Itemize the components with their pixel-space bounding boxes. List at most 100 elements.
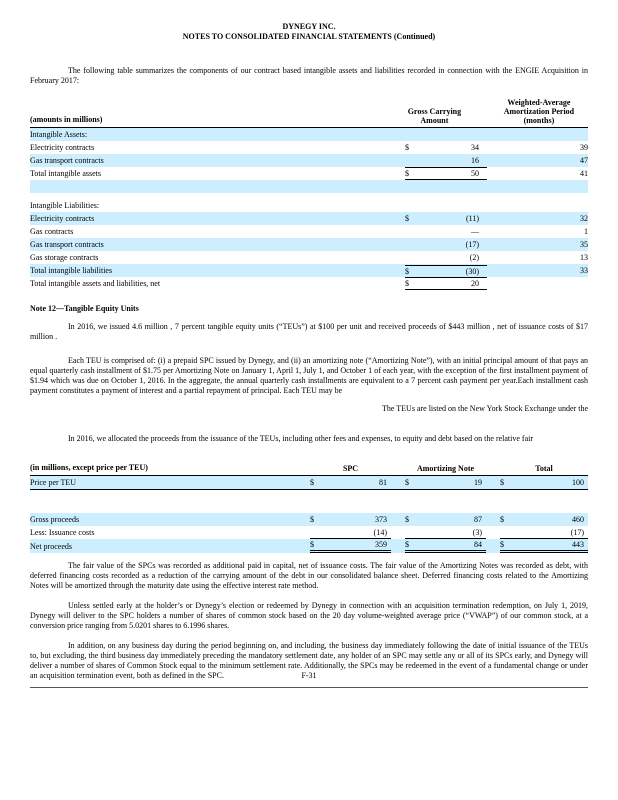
column-header-gross-carrying-amount: Gross Carrying Amount xyxy=(407,107,462,125)
row-label: Less: Issuance costs xyxy=(30,528,95,537)
header-line: Amortization Period xyxy=(503,107,575,116)
company-name: DYNEGY INC. xyxy=(282,22,336,31)
months-value: 1 xyxy=(584,227,588,236)
amount-value: 16 xyxy=(471,156,479,165)
row-label: Gross proceeds xyxy=(30,515,80,524)
dollar-sign: $ xyxy=(405,266,409,276)
row-label: Gas transport contracts xyxy=(30,240,104,249)
table-row-section-liabilities: Intangible Liabilities: xyxy=(30,199,588,212)
months-value: 32 xyxy=(580,214,588,223)
dollar-sign: $ xyxy=(405,279,409,288)
column-header-spc: SPC xyxy=(342,464,359,473)
dollar-sign: $ xyxy=(405,169,409,178)
months-value: 13 xyxy=(580,253,588,262)
row-label: Total intangible assets and liabilities,… xyxy=(30,279,161,288)
dollar-sign: $ xyxy=(405,478,409,487)
amortizing-note-value: 87 xyxy=(474,515,482,524)
dollar-sign: $ xyxy=(500,540,504,549)
months-value: 47 xyxy=(580,156,588,165)
table-row-price-per-teu: Price per TEU $ 81 $ 19 $ 100 xyxy=(30,476,588,490)
months-value: 33 xyxy=(580,266,588,275)
spc-value: 81 xyxy=(379,478,387,487)
amount-value: (30) xyxy=(465,266,479,276)
dollar-sign: $ xyxy=(405,214,409,223)
column-header-label: (in millions, except price per TEU) xyxy=(30,463,148,472)
months-value: 39 xyxy=(580,143,588,152)
row-label: Gas storage contracts xyxy=(30,253,99,262)
amount-value: 20 xyxy=(471,279,479,288)
row-label: Intangible Liabilities: xyxy=(30,201,100,210)
amount-value: 34 xyxy=(471,143,479,152)
spc-value: (14) xyxy=(373,527,387,537)
dollar-sign: $ xyxy=(310,478,314,487)
intangibles-table: (amounts in millions) Gross Carrying Amo… xyxy=(30,98,588,290)
dollar-sign: $ xyxy=(310,540,314,549)
table-row-gas-transport-contracts: Gas transport contracts 16 47 xyxy=(30,154,588,167)
table-row-total-intangible-liabilities: Total intangible liabilities $ (30) 33 xyxy=(30,264,588,277)
row-label: Gas transport contracts xyxy=(30,156,104,165)
months-value xyxy=(503,283,588,285)
footer-divider xyxy=(30,687,588,688)
months-value: 35 xyxy=(580,240,588,249)
spacer-row xyxy=(30,490,588,513)
intro-paragraph: The following table summarizes the compo… xyxy=(30,66,588,85)
paragraph-teu-issued: In 2016, we issued 4.6 million , 7 perce… xyxy=(30,322,588,341)
intangibles-table-header: (amounts in millions) Gross Carrying Amo… xyxy=(30,98,588,128)
dollar-sign: $ xyxy=(405,515,409,524)
table-row-gas-contracts: Gas contracts — 1 xyxy=(30,225,588,238)
dollar-sign: $ xyxy=(405,143,409,152)
amount-value: 50 xyxy=(471,169,479,178)
dollar-sign: $ xyxy=(500,478,504,487)
spc-value: 373 xyxy=(375,515,387,524)
total-value: 443 xyxy=(572,540,584,549)
dollar-sign: $ xyxy=(405,540,409,549)
document-subtitle: NOTES TO CONSOLIDATED FINANCIAL STATEMEN… xyxy=(182,32,436,41)
row-label: Net proceeds xyxy=(30,541,72,551)
table-row-issuance-costs: Less: Issuance costs (14) (3) (17) xyxy=(30,526,588,539)
row-label: Electricity contracts xyxy=(30,214,95,223)
page-number: F-31 xyxy=(301,671,317,680)
amount-value: (11) xyxy=(465,214,479,223)
header-line: Weighted-Average xyxy=(507,98,571,107)
total-value: (17) xyxy=(570,527,584,537)
row-label: Price per TEU xyxy=(30,478,77,487)
months-value: 41 xyxy=(580,169,588,178)
paragraph-teu-comprised: Each TEU is comprised of: (i) a prepaid … xyxy=(30,356,588,395)
amount-value: — xyxy=(471,227,479,236)
table-row-electricity-contracts-liab: Electricity contracts $ (11) 32 xyxy=(30,212,588,225)
table-row-net-proceeds: Net proceeds $ 359 $ 84 $ 443 xyxy=(30,539,588,553)
amortizing-note-value: 84 xyxy=(474,540,482,549)
column-header-amortization-period: Weighted-Average Amortization Period (mo… xyxy=(490,98,588,125)
table-row-gas-storage-contracts: Gas storage contracts (2) 13 xyxy=(30,251,588,264)
table-row-gas-transport-contracts-liab: Gas transport contracts (17) 35 xyxy=(30,238,588,251)
proceeds-table-header: (in millions, except price per TEU) SPC … xyxy=(30,462,588,476)
column-header-label: (amounts in millions) xyxy=(30,115,103,124)
row-label: Total intangible liabilities xyxy=(30,266,113,275)
spacer-row xyxy=(30,180,588,193)
table-row-total-intangible-assets: Total intangible assets $ 50 41 xyxy=(30,167,588,180)
amortizing-note-value: 19 xyxy=(474,478,482,487)
paragraph-early-settlement: In addition, on any business day during … xyxy=(30,641,588,680)
paragraph-settlement: Unless settled early at the holder’s or … xyxy=(30,601,588,630)
header-line: (months) xyxy=(523,116,555,125)
note12-heading: Note 12—Tangible Equity Units xyxy=(30,304,139,313)
total-value: 100 xyxy=(572,478,584,487)
row-label: Total intangible assets xyxy=(30,169,101,178)
column-header-amortizing-note: Amortizing Note xyxy=(416,464,475,473)
table-row-total-net: Total intangible assets and liabilities,… xyxy=(30,277,588,290)
paragraph-fair-value: The fair value of the SPCs was recorded … xyxy=(30,561,588,590)
row-label: Electricity contracts xyxy=(30,143,95,152)
column-header-total: Total xyxy=(535,464,553,473)
paragraph-proceeds-allocated: In 2016, we allocated the proceeds from … xyxy=(68,434,534,443)
page-footer: F-31 xyxy=(30,671,588,688)
spc-value: 359 xyxy=(375,540,387,549)
table-row-section-assets: Intangible Assets: xyxy=(30,128,588,141)
dollar-sign: $ xyxy=(500,515,504,524)
proceeds-table: (in millions, except price per TEU) SPC … xyxy=(30,462,588,553)
dollar-sign: $ xyxy=(310,515,314,524)
row-label: Intangible Assets: xyxy=(30,130,88,139)
amount-value: (17) xyxy=(465,240,479,249)
total-value: 460 xyxy=(572,515,584,524)
amount-value: (2) xyxy=(469,253,479,262)
